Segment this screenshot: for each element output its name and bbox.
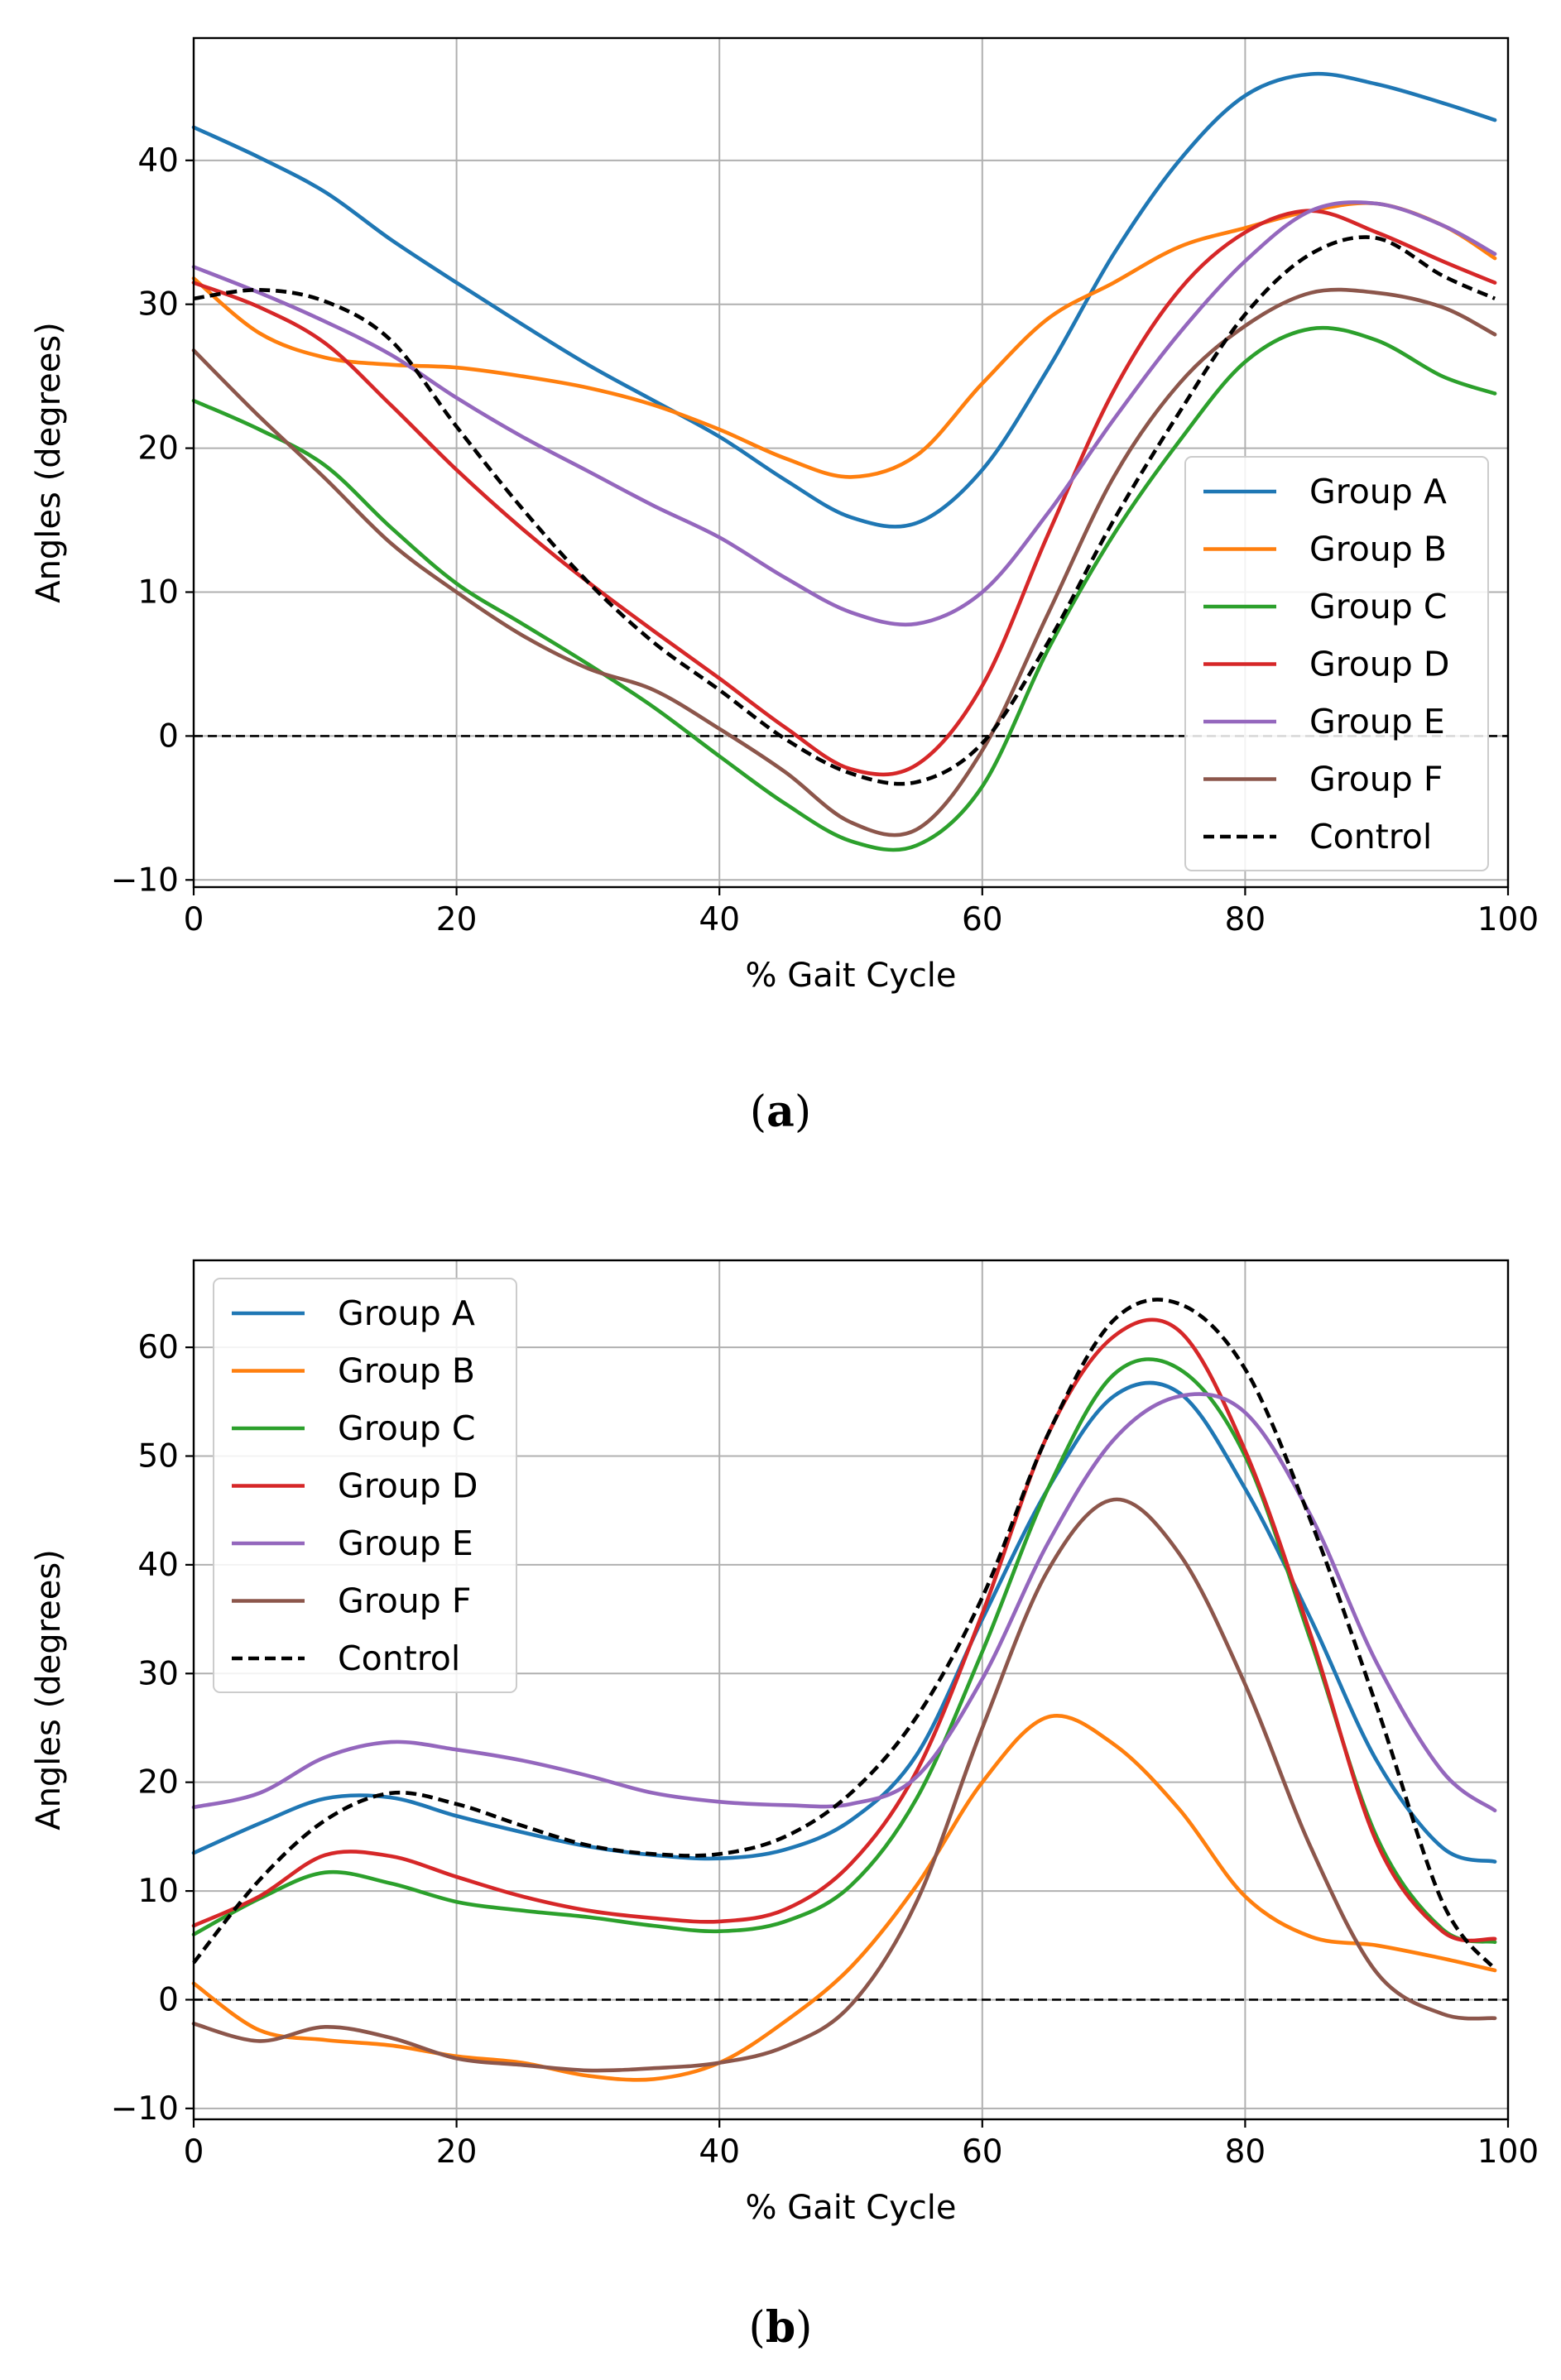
legend-box-b: [213, 1278, 517, 1693]
y-ticks-b: −10 0 10 20 30 40 50 60: [111, 1329, 194, 2128]
legend-label-group-d-b: Group D: [338, 1466, 478, 1506]
legend-label-control-b: Control: [338, 1639, 460, 1678]
x-tick-label-a-3: 60: [962, 901, 1003, 938]
y-tick-label-b-6: 50: [137, 1438, 179, 1476]
series-line-group-a-a: [191, 71, 1497, 529]
series-line-group-c-a: [191, 325, 1497, 852]
y-tick-label-a-4: 30: [137, 286, 179, 324]
plot-frame-b: [192, 1259, 1510, 2121]
legend-label-group-f-a: Group F: [1309, 760, 1443, 799]
series-line-group-e-b: [191, 1392, 1497, 1813]
legend-label-group-e-b: Group E: [338, 1523, 473, 1563]
y-tick-label-a-2: 10: [137, 574, 179, 612]
legend-label-group-e-a: Group E: [1309, 702, 1445, 741]
plot-frame-a: [192, 36, 1510, 889]
x-tick-label-b-5: 100: [1477, 2133, 1539, 2171]
x-axis-label-a: % Gait Cycle: [745, 957, 956, 995]
legend-label-group-a-b: Group A: [338, 1293, 475, 1333]
y-tick-label-b-4: 30: [137, 1655, 179, 1692]
x-tick-label-a-2: 40: [699, 901, 740, 938]
x-ticks-b: 0 20 40 60 80 100: [184, 2119, 1539, 2171]
x-tick-label-b-1: 20: [436, 2133, 478, 2171]
legend-label-group-c-b: Group C: [338, 1408, 475, 1448]
x-ticks-a: 0 20 40 60 80 100: [184, 887, 1539, 938]
x-tick-label-a-4: 80: [1225, 901, 1266, 938]
legend-label-group-b-a: Group B: [1309, 530, 1447, 569]
y-ticks-a: −10 0 10 20 30 40: [111, 142, 194, 899]
y-tick-label-a-0: −10: [111, 861, 179, 899]
series-line-control-b: [192, 1298, 1496, 1971]
x-axis-label-b: % Gait Cycle: [745, 2189, 956, 2227]
y-tick-label-b-1: 0: [158, 1981, 179, 2018]
y-tick-label-a-5: 40: [137, 142, 179, 180]
series-lines-a: [191, 71, 1497, 852]
panel-label-a: a: [766, 1087, 795, 1137]
x-tick-label-a-5: 100: [1477, 901, 1539, 938]
x-tick-label-b-3: 60: [962, 2133, 1003, 2171]
y-tick-label-b-5: 40: [137, 1547, 179, 1584]
series-line-group-d-b: [191, 1317, 1497, 1943]
y-tick-label-a-1: 0: [158, 717, 179, 755]
y-tick-label-b-7: 60: [137, 1329, 179, 1366]
panel-label-b: b: [766, 2302, 795, 2353]
x-tick-label-b-0: 0: [184, 2133, 204, 2171]
x-tick-label-a-0: 0: [184, 901, 204, 938]
series-line-group-f-a: [191, 287, 1497, 837]
series-line-group-b-b: [191, 1714, 1497, 2082]
legend-label-group-b-b: Group B: [338, 1351, 475, 1391]
series-lines-b: [191, 1298, 1497, 2082]
panel-caption-a: (a): [750, 1087, 811, 1137]
legend-label-control-a: Control: [1309, 817, 1432, 857]
series-line-group-a-b: [191, 1380, 1497, 1864]
y-axis-label-b: Angles (degrees): [30, 1549, 68, 1831]
y-tick-label-a-3: 20: [137, 430, 179, 468]
series-line-group-f-b: [191, 1497, 1497, 2073]
x-tick-label-b-2: 40: [699, 2133, 740, 2171]
legend-label-group-f-b: Group F: [338, 1581, 471, 1621]
x-tick-label-a-1: 20: [436, 901, 478, 938]
x-tick-label-b-4: 80: [1225, 2133, 1266, 2171]
legend-label-group-a-a: Group A: [1309, 472, 1447, 511]
y-tick-label-b-0: −10: [111, 2090, 179, 2128]
y-axis-label-a: Angles (degrees): [30, 322, 68, 603]
legend-b: Group A Group B Group C Group D Group E Group…: [213, 1278, 517, 1693]
legend-label-group-d-a: Group D: [1309, 645, 1449, 684]
series-line-control-a: [193, 235, 1496, 786]
legend-label-group-c-a: Group C: [1309, 587, 1447, 626]
y-tick-label-b-2: 10: [137, 1873, 179, 1910]
panel-caption-b: (b): [749, 2302, 813, 2353]
legend-box-a: [1184, 456, 1489, 871]
y-tick-label-b-3: 20: [137, 1764, 179, 1802]
series-line-group-d-a: [191, 209, 1497, 777]
legend-a: Group A Group B Group C Group D Group E Group…: [1184, 456, 1489, 871]
